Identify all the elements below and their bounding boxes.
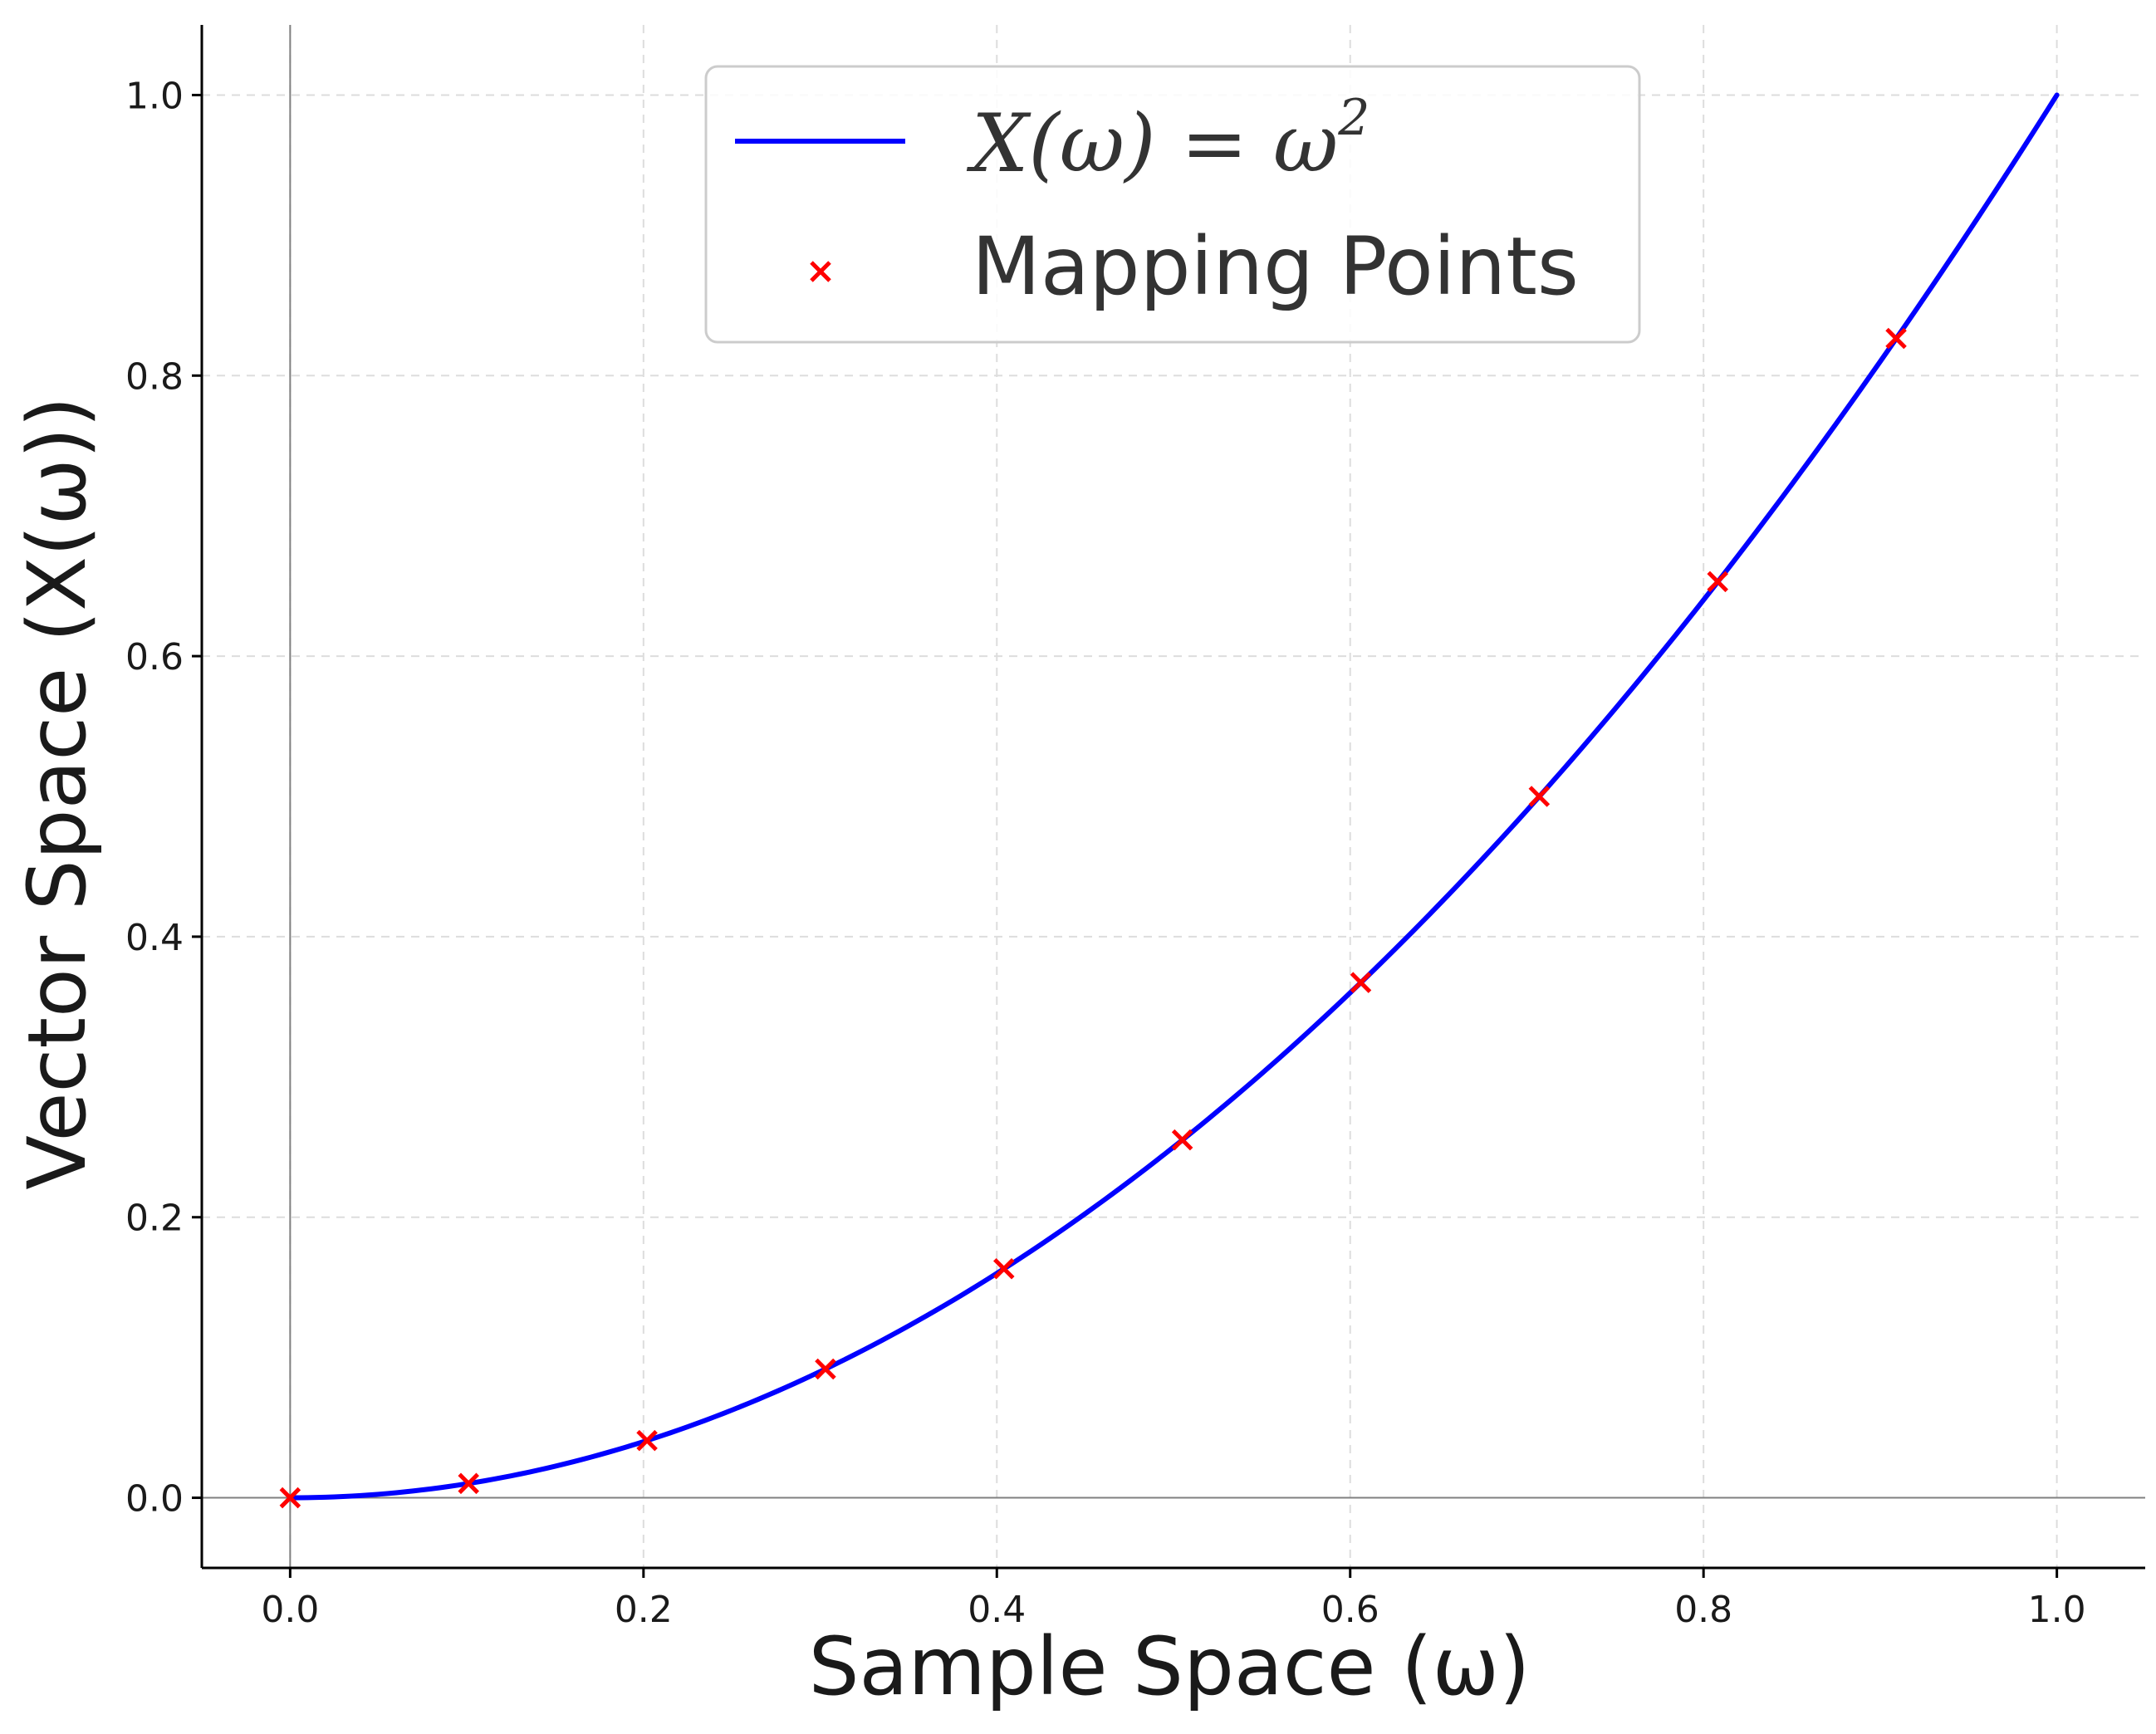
legend: X(ω) = ω2 Mapping Points: [704, 65, 1641, 344]
x-tick-label: 0.4: [968, 1589, 1026, 1631]
x-axis-title: Sample Space (ω): [809, 1620, 1531, 1713]
marker-stroke: [1350, 972, 1372, 993]
marker-stroke: [1171, 1129, 1193, 1151]
x-tick-label: 0.8: [1674, 1589, 1732, 1631]
y-tick-label: 1.0: [125, 75, 184, 117]
legend-curve-superscript: 2: [1337, 89, 1370, 147]
mapping-point-marker: [636, 1429, 658, 1452]
mapping-point-marker: [458, 1472, 479, 1495]
marker-stroke: [458, 1472, 479, 1495]
x-tick-label: 0.2: [615, 1589, 673, 1631]
series: [279, 92, 2060, 1509]
tick-labels: 0.0 0.2 0.4 0.6 0.8 1.0 0.0 0.2 0.4 0.6 0.8 1.0: [125, 75, 2086, 1631]
marker-stroke: [636, 1429, 658, 1452]
y-tick-label: 0.0: [125, 1478, 184, 1521]
marker-stroke: [1885, 327, 1907, 350]
mapping-point-marker: [993, 1257, 1015, 1280]
marker-stroke: [1528, 786, 1551, 807]
x-tick-label: 0.6: [1321, 1589, 1379, 1631]
y-tick-label: 0.6: [125, 636, 184, 678]
y-tick-label: 0.8: [125, 355, 184, 398]
x-tick-label: 0.0: [261, 1589, 319, 1631]
reference-lines: [202, 25, 2145, 1568]
legend-curve-base: X(ω) = ω: [966, 97, 1338, 190]
legend-label-points: Mapping Points: [972, 220, 1579, 313]
x-tick-label: 1.0: [2028, 1589, 2086, 1631]
legend-box: [704, 65, 1641, 344]
legend-marker-swatch: [810, 261, 831, 282]
y-tick-label: 0.2: [125, 1198, 184, 1240]
mapping-point-marker: [1350, 972, 1372, 993]
axes: [192, 25, 2145, 1578]
marker-stroke: [1707, 571, 1728, 593]
mapping-point-marker: [1528, 786, 1551, 807]
mapping-point-marker: [815, 1358, 836, 1380]
y-tick-label: 0.4: [125, 917, 184, 959]
mapping-point-marker: [1171, 1129, 1193, 1151]
y-axis-title: Vector Space (X(ω)): [11, 396, 104, 1189]
mapping-point-marker: [1707, 571, 1728, 593]
marker-stroke: [815, 1358, 836, 1380]
mapping-point-marker: [279, 1487, 301, 1509]
legend-label-curve: X(ω) = ω2: [966, 89, 1370, 190]
mapping-point-marker: [1885, 327, 1907, 350]
marker-stroke: [279, 1487, 301, 1509]
marker-stroke: [993, 1257, 1015, 1280]
